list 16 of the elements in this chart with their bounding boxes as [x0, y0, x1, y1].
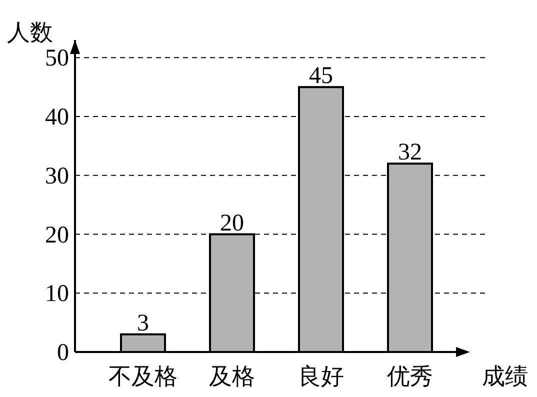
data-label: 20 [220, 210, 244, 236]
y-tick-label: 40 [45, 104, 69, 131]
x-tick-label: 及格 [209, 364, 255, 389]
data-label: 45 [309, 63, 333, 90]
data-label: 32 [398, 140, 422, 166]
x-tick-label: 优秀 [387, 364, 433, 389]
y-tick-label: 20 [45, 222, 69, 248]
y-tick-label: 10 [45, 281, 69, 308]
y-tick-label: 30 [45, 163, 69, 190]
y-axis-title: 人数 [7, 20, 53, 45]
x-axis-title: 成绩 [482, 364, 528, 389]
y-tick-label: 0 [57, 340, 69, 366]
data-label: 3 [137, 310, 149, 336]
y-tick-label: 50 [45, 46, 69, 72]
x-tick-label: 不及格 [108, 364, 178, 389]
x-tick-label: 良好 [298, 364, 344, 389]
